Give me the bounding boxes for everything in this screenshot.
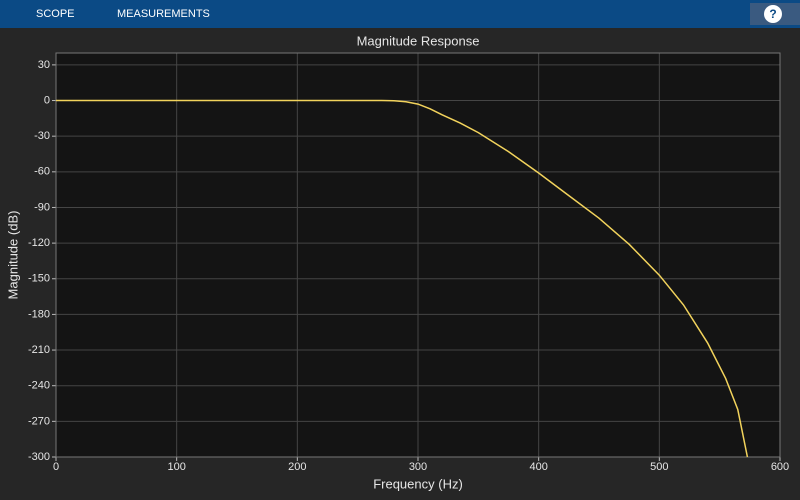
y-tick-label: -270 xyxy=(28,415,50,427)
y-axis-label: Magnitude (dB) xyxy=(5,211,20,300)
x-tick-label: 600 xyxy=(771,461,789,473)
x-tick-label: 100 xyxy=(167,461,185,473)
y-tick-label: -30 xyxy=(34,130,50,142)
y-tick-label: -60 xyxy=(34,166,50,178)
y-tick-label: -210 xyxy=(28,344,50,356)
x-tick-label: 200 xyxy=(288,461,306,473)
x-tick-label: 0 xyxy=(53,461,59,473)
x-axis-label: Frequency (Hz) xyxy=(373,476,463,491)
axes-box xyxy=(55,52,781,458)
response-line xyxy=(56,99,749,458)
toolbar: SCOPE MEASUREMENTS ? xyxy=(0,0,800,28)
y-tick-label: -120 xyxy=(28,237,50,249)
y-tick-label: -180 xyxy=(28,308,50,320)
y-tick-label: 0 xyxy=(44,94,50,106)
x-tick-label: 500 xyxy=(650,461,668,473)
y-tick-label: -150 xyxy=(28,273,50,285)
chart: Magnitude Response Frequency (Hz) Magnit… xyxy=(5,33,789,491)
y-tick-label: 30 xyxy=(38,59,50,71)
x-tick-label: 400 xyxy=(529,461,547,473)
x-tick-label: 300 xyxy=(409,461,427,473)
y-tick-label: -90 xyxy=(34,201,50,213)
tab[interactable]: SCOPE xyxy=(36,8,75,20)
help-button[interactable]: ? xyxy=(764,5,782,23)
y-tick-label: -300 xyxy=(28,451,50,463)
chart-title: Magnitude Response xyxy=(357,33,480,48)
tab[interactable]: MEASUREMENTS xyxy=(117,8,210,20)
y-tick-label: -240 xyxy=(28,380,50,392)
